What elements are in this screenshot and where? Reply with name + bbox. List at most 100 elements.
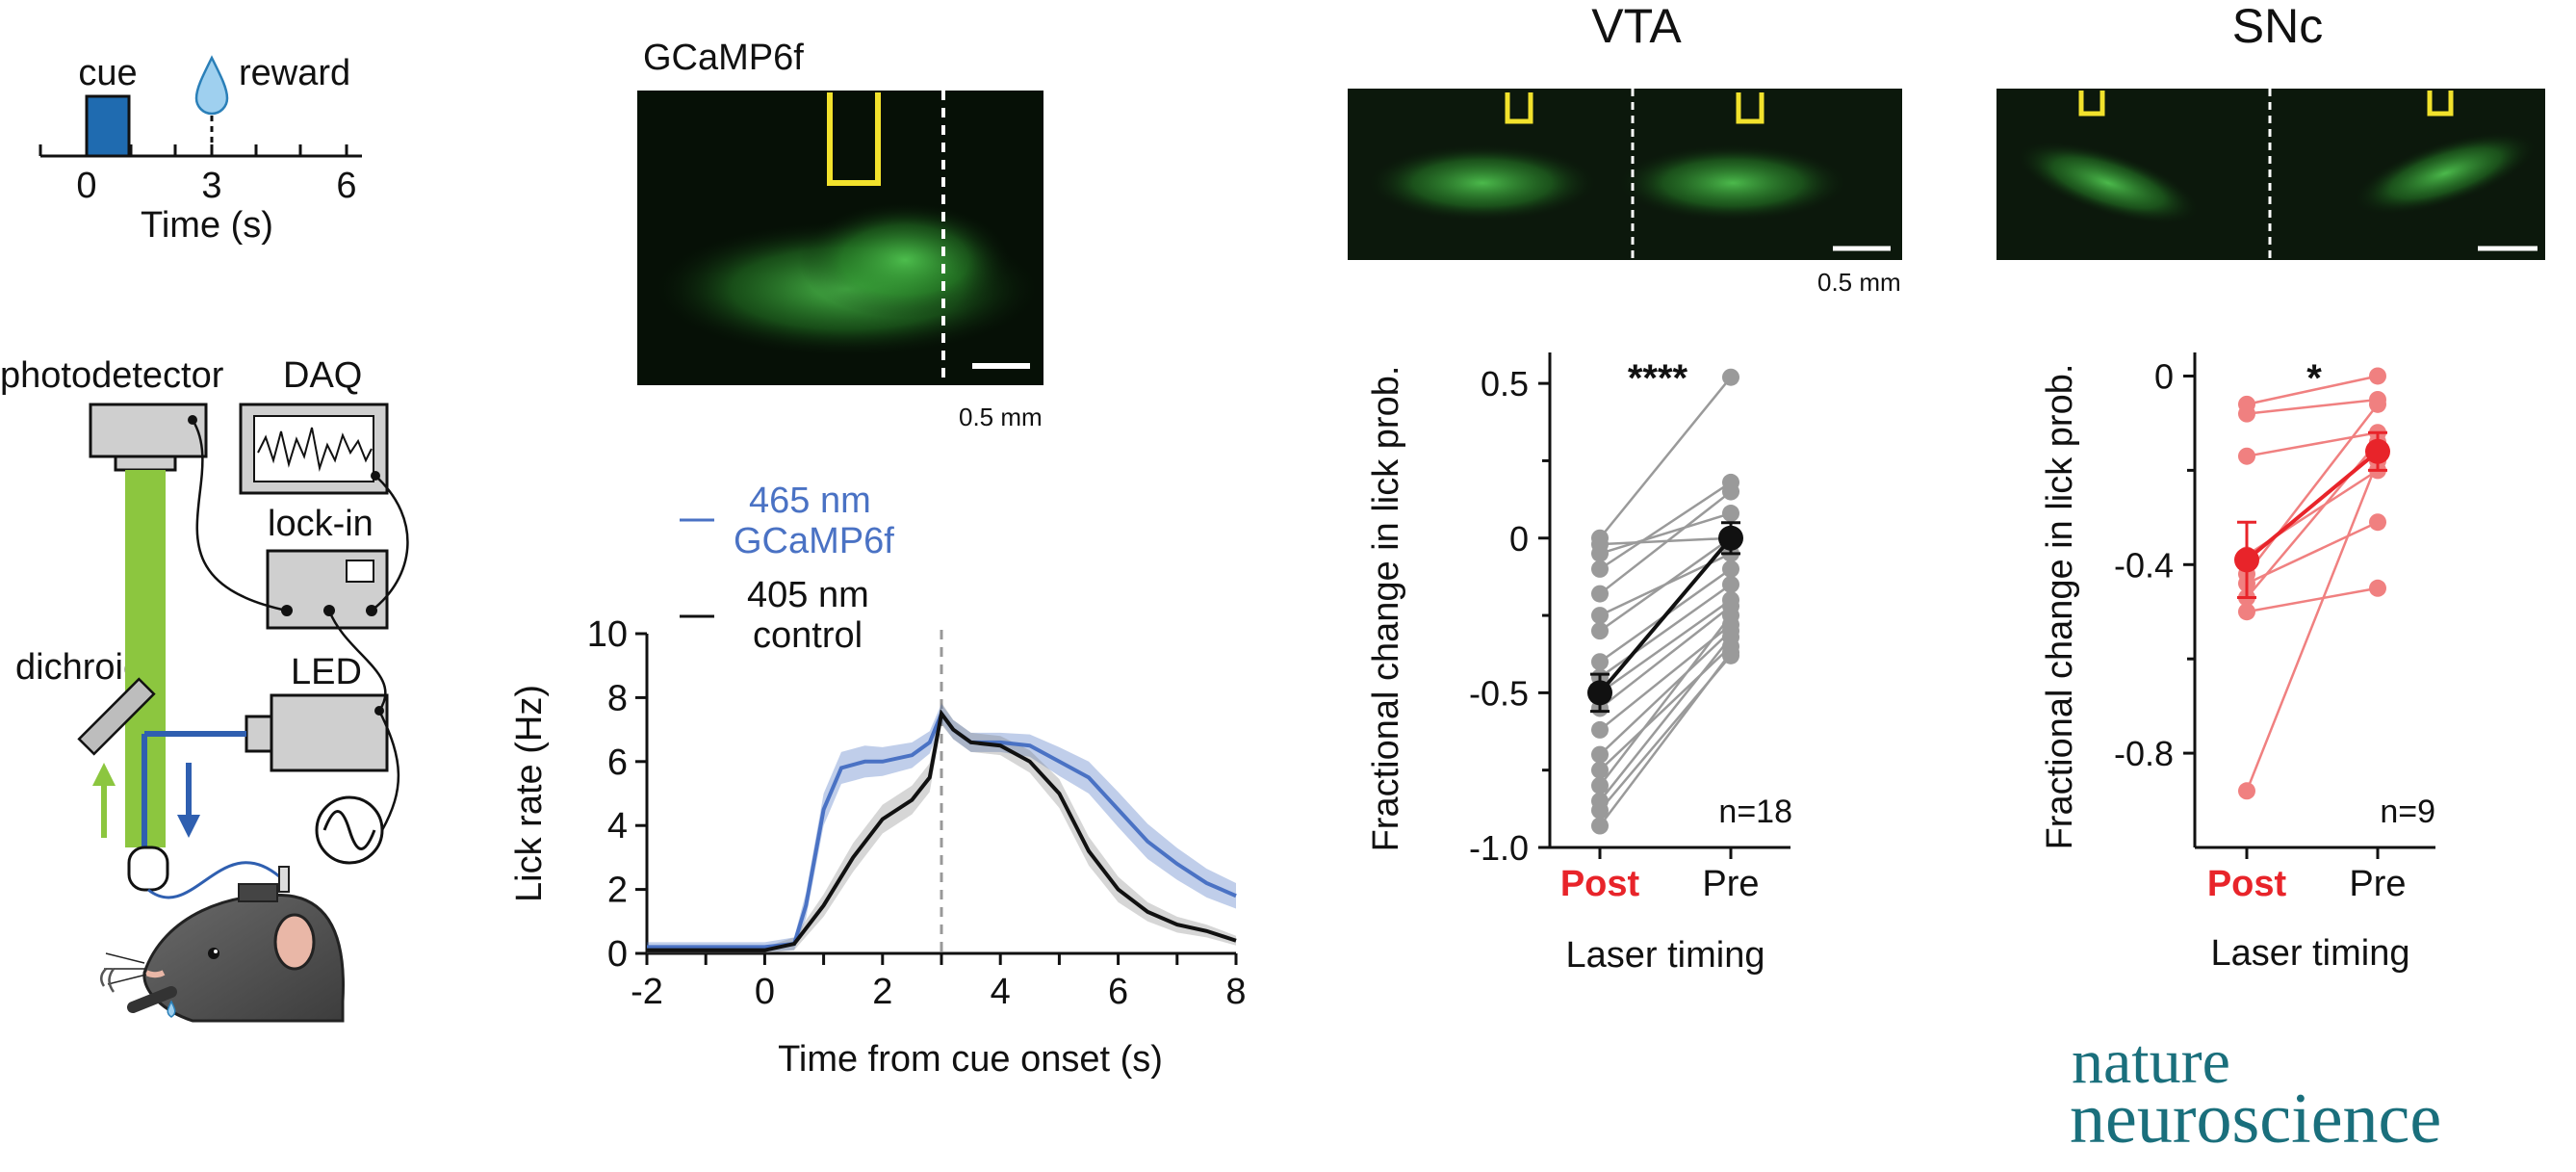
vta-fiber-right xyxy=(1736,92,1765,124)
lick-ytick-label: 10 xyxy=(587,614,628,655)
timeline-tick-6: 6 xyxy=(336,166,356,206)
lick-xtick-label: 0 xyxy=(755,972,775,1012)
dichroic-mirror xyxy=(77,677,156,756)
vta-chart-post-point xyxy=(1591,585,1609,603)
vta-chart-ytick-label: -1.0 xyxy=(1469,828,1529,868)
fiber-ferrule xyxy=(127,846,169,892)
vta-ylabel: Fractional change in lick prob. xyxy=(1366,366,1406,852)
snc-chart-xtick-label-pre: Pre xyxy=(2349,864,2406,904)
vta-chart-post-point xyxy=(1591,622,1609,640)
vta-chart-pre-point xyxy=(1722,368,1739,386)
snc-chart-ytick-label: -0.4 xyxy=(2114,545,2174,585)
vta-chart-post-point xyxy=(1591,745,1609,764)
gcamp-scale-label: 0.5 mm xyxy=(959,403,1043,431)
snc-chart-post-point xyxy=(2238,782,2255,800)
snc-title: SNc xyxy=(2232,0,2323,53)
snc-ylabel: Fractional change in lick prob. xyxy=(2040,364,2080,850)
snc-chart-mean-point xyxy=(2365,438,2390,464)
photodetector-box xyxy=(89,403,208,472)
logo-line1: nature xyxy=(2072,1027,2230,1097)
gcamp-fiber-track xyxy=(827,92,881,186)
lick-ylabel: Lick rate (Hz) xyxy=(509,685,550,902)
snc-significance: * xyxy=(2306,357,2322,400)
lick-xtick-label: -2 xyxy=(631,972,663,1012)
vta-chart-post-point xyxy=(1591,607,1609,625)
vta-chart-post-point xyxy=(1591,817,1609,835)
vta-fluorescence-left xyxy=(1367,144,1598,221)
led-box xyxy=(245,693,389,772)
vta-fluorescence-right xyxy=(1617,144,1848,221)
vta-chart-mean-point xyxy=(1718,525,1743,551)
vta-chart-pre-point xyxy=(1722,643,1739,662)
dichroic-label: dichroic xyxy=(15,647,142,688)
snc-histology: SNc xyxy=(1996,0,2545,260)
vta-chart-pre-point xyxy=(1722,482,1739,501)
vta-chart-pre-point xyxy=(1722,628,1739,646)
lick-xlabel: Time from cue onset (s) xyxy=(778,1039,1163,1080)
snc-chart-mean-point xyxy=(2234,547,2259,573)
vta-chart-pair-line xyxy=(1599,376,1732,539)
vta-chart-xtick-label-post: Post xyxy=(1560,864,1640,904)
vta-histology: VTA 0.5 mm xyxy=(1348,0,1902,297)
snc-n-label: n=9 xyxy=(2380,794,2435,830)
fiber-cable xyxy=(147,861,280,899)
gcamp-fluorescence-core xyxy=(799,202,1011,318)
snc-chart-pair-line xyxy=(2246,430,2379,457)
cables xyxy=(191,419,409,831)
vta-chart-pre-point xyxy=(1722,607,1739,625)
setup-diagram: photodetector DAQ lock-in LED dichroic xyxy=(0,355,409,1023)
snc-chart-pair-line xyxy=(2246,398,2379,415)
vta-chart-pair-line xyxy=(1599,490,1732,595)
timeline-ticks xyxy=(39,144,348,156)
legend-blue-line2: GCaMP6f xyxy=(734,521,894,561)
snc-fiber-left xyxy=(2078,91,2105,117)
vta-chart-ytick-label: 0 xyxy=(1509,519,1529,559)
vta-chart-pre-point xyxy=(1722,560,1739,578)
legend-blue-line1: 465 nm xyxy=(749,481,871,521)
vta-chart-pair-line xyxy=(1599,605,1732,710)
daq-label: DAQ xyxy=(283,355,362,396)
daq-box xyxy=(239,403,389,495)
timeline-tick-3: 3 xyxy=(201,166,221,206)
gcamp-title: GCaMP6f xyxy=(643,38,804,78)
snc-lick-change-chart: Fractional change in lick prob. Laser ti… xyxy=(2040,352,2435,974)
snc-chart-pair-line xyxy=(2246,586,2379,613)
lockin-box xyxy=(266,549,389,630)
timeline-xlabel: Time (s) xyxy=(141,205,273,246)
vta-chart-post-point xyxy=(1591,544,1609,562)
vta-n-label: n=18 xyxy=(1718,794,1792,830)
vta-chart-pair-line xyxy=(1599,583,1732,679)
vta-chart-pair-line xyxy=(1599,536,1732,546)
vta-chart-pair-line xyxy=(1599,630,1732,756)
vta-lick-change-chart: Fractional change in lick prob. Laser ti… xyxy=(1366,352,1792,976)
vta-chart-post-point xyxy=(1591,776,1609,794)
lick-error-band-0 xyxy=(647,704,1236,952)
legend-black-line1: 405 nm xyxy=(747,575,869,615)
gcamp-histology: GCaMP6f 0.5 mm xyxy=(637,38,1043,431)
snc-xlabel: Laser timing xyxy=(2211,933,2410,974)
photodetector-label: photodetector xyxy=(0,355,224,396)
snc-chart-pair-line xyxy=(2246,375,2379,406)
vta-chart-pair-line xyxy=(1599,511,1732,556)
lick-ytick-label: 4 xyxy=(607,806,628,846)
vta-chart-post-point xyxy=(1591,560,1609,578)
blue-beam xyxy=(142,731,246,847)
legend-black-line2: control xyxy=(753,615,863,656)
cue-box xyxy=(85,94,131,158)
vta-chart-post-point xyxy=(1591,720,1609,739)
snc-chart-post-point xyxy=(2238,603,2255,621)
vta-chart-pair-line xyxy=(1599,636,1732,802)
snc-chart-ytick-label: 0 xyxy=(2154,356,2174,396)
vta-chart-pair-line xyxy=(1599,598,1732,694)
vta-xlabel: Laser timing xyxy=(1566,935,1765,976)
vta-chart-xtick-label-pre: Pre xyxy=(1702,864,1759,904)
lick-ytick-label: 8 xyxy=(607,678,628,718)
lick-ytick-label: 2 xyxy=(607,871,628,911)
vta-chart-post-point xyxy=(1591,801,1609,820)
snc-chart-pre-point xyxy=(2369,395,2386,413)
lick-ytick-label: 6 xyxy=(607,742,628,783)
vta-chart-pair-line xyxy=(1599,481,1732,570)
vta-title: VTA xyxy=(1591,0,1682,53)
lick-xtick-label: 6 xyxy=(1108,972,1128,1012)
